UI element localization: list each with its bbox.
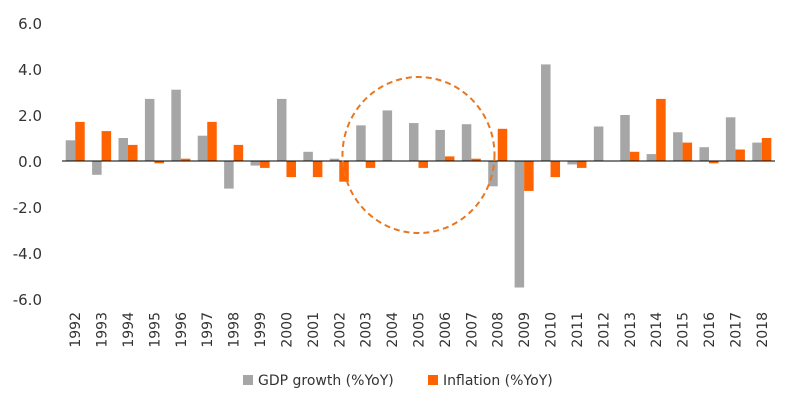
- x-tick-label-2012: 2012: [596, 312, 612, 348]
- inflation-bar-2003: [365, 161, 376, 168]
- inflation-bar-2000: [286, 161, 296, 178]
- x-tick-label-1995: 1995: [147, 312, 163, 348]
- gdp-bar-1994: [118, 138, 129, 161]
- gdp-bar-1999: [250, 161, 261, 166]
- y-axis-ticks: 6.0 4.0 2.0 0.0 -2.0 -4.0 -6.0: [13, 15, 42, 309]
- inflation-bar-1996: [180, 158, 191, 161]
- legend-label-inflation: Inflation (%YoY): [443, 373, 553, 389]
- gdp-bar-2005: [408, 123, 419, 161]
- x-tick-label-2015: 2015: [676, 312, 692, 348]
- gdp-bar-2001: [303, 151, 313, 161]
- x-tick-label-2004: 2004: [385, 312, 401, 348]
- gdp-bar-2018: [752, 142, 762, 161]
- gdp-bar-2016: [699, 147, 709, 161]
- x-tick-label-2005: 2005: [412, 312, 428, 348]
- x-tick-label-2003: 2003: [359, 312, 375, 348]
- inflation-bar-2013: [629, 151, 640, 161]
- highlight-circle: [341, 76, 496, 234]
- inflation-bar-2005: [418, 161, 429, 168]
- y-tick-label: 2.0: [18, 107, 42, 125]
- gdp-bar-2000: [276, 98, 287, 161]
- x-tick-label-2007: 2007: [464, 312, 480, 348]
- inflation-bar-1994: [128, 144, 138, 161]
- x-tick-label-2009: 2009: [517, 312, 533, 348]
- x-tick-label-2008: 2008: [491, 312, 507, 348]
- x-tick-label-1993: 1993: [95, 312, 111, 348]
- gdp-bar-2017: [725, 117, 736, 161]
- x-tick-label-1992: 1992: [68, 312, 84, 348]
- x-tick-label-1998: 1998: [227, 312, 243, 348]
- gdp-bar-2002: [329, 158, 340, 161]
- inflation-bar-2018: [761, 138, 772, 161]
- inflation-bar-2011: [576, 161, 587, 168]
- x-tick-label-2018: 2018: [755, 312, 771, 348]
- inflation-bar-1997: [207, 121, 217, 161]
- gdp-bar-2013: [620, 115, 630, 161]
- inflation-bar-2010: [550, 161, 561, 178]
- inflation-bar-2008: [497, 128, 508, 161]
- x-tick-label-2002: 2002: [332, 312, 348, 348]
- x-tick-label-2013: 2013: [623, 312, 639, 348]
- gdp-bar-1995: [144, 98, 155, 161]
- x-tick-label-2014: 2014: [649, 312, 665, 348]
- gdp-bar-2015: [673, 132, 683, 161]
- x-tick-label-1997: 1997: [200, 312, 216, 348]
- y-tick-label: -2.0: [13, 199, 42, 217]
- x-tick-label-1994: 1994: [121, 312, 137, 348]
- bars-group: [65, 64, 772, 288]
- x-tick-label-1999: 1999: [253, 312, 269, 348]
- inflation-bar-1992: [75, 121, 85, 161]
- x-tick-label-2006: 2006: [438, 312, 454, 348]
- gdp-bar-1992: [65, 140, 76, 161]
- gdp-bar-1993: [92, 161, 102, 175]
- gdp-bar-2007: [461, 124, 472, 161]
- inflation-bar-2006: [444, 156, 455, 161]
- gdp-bar-1998: [224, 161, 234, 189]
- inflation-bar-2001: [312, 161, 323, 178]
- legend: GDP growth (%YoY) Inflation (%YoY): [243, 373, 553, 389]
- gdp-bar-2014: [646, 154, 657, 161]
- y-tick-label: 0.0: [18, 153, 42, 171]
- x-tick-label-1996: 1996: [174, 312, 190, 348]
- y-tick-label: 6.0: [18, 15, 42, 33]
- x-tick-label-2011: 2011: [570, 312, 586, 348]
- gdp-bar-2008: [488, 161, 498, 187]
- legend-label-gdp: GDP growth (%YoY): [258, 373, 394, 389]
- gdp-bar-1996: [171, 89, 181, 161]
- inflation-bar-1995: [154, 161, 164, 164]
- inflation-bar-1998: [233, 144, 244, 161]
- y-tick-label: 4.0: [18, 61, 42, 79]
- y-tick-label: -4.0: [13, 245, 42, 263]
- gdp-bar-2010: [541, 64, 551, 161]
- inflation-bar-1999: [260, 161, 270, 168]
- inflation-bar-2017: [735, 149, 745, 161]
- inflation-bar-2009: [524, 161, 534, 191]
- inflation-bar-2007: [471, 158, 481, 161]
- inflation-bar-2015: [682, 142, 693, 161]
- x-tick-label-2001: 2001: [306, 312, 322, 348]
- x-axis-ticks: 1992 1993 1994 1995 1996 1997 1998 1999 2000 2001…: [68, 312, 771, 348]
- gdp-bar-2009: [514, 161, 525, 288]
- x-tick-label-2000: 2000: [279, 312, 295, 348]
- inflation-bar-1993: [101, 131, 112, 161]
- x-tick-label-2010: 2010: [544, 312, 560, 348]
- gdp-bar-2004: [382, 110, 393, 161]
- x-tick-label-2017: 2017: [728, 312, 744, 348]
- gdp-bar-2011: [567, 161, 577, 165]
- inflation-bar-2014: [656, 98, 666, 161]
- legend-swatch-inflation: [428, 375, 438, 385]
- legend-swatch-gdp: [243, 375, 253, 385]
- gdp-bar-2003: [356, 125, 366, 161]
- y-tick-label: -6.0: [13, 291, 42, 309]
- gdp-bar-1997: [197, 135, 208, 161]
- gdp-bar-2006: [435, 129, 445, 161]
- x-tick-label-2016: 2016: [702, 312, 718, 348]
- inflation-bar-2016: [708, 161, 719, 164]
- gdp-bar-2012: [593, 126, 604, 161]
